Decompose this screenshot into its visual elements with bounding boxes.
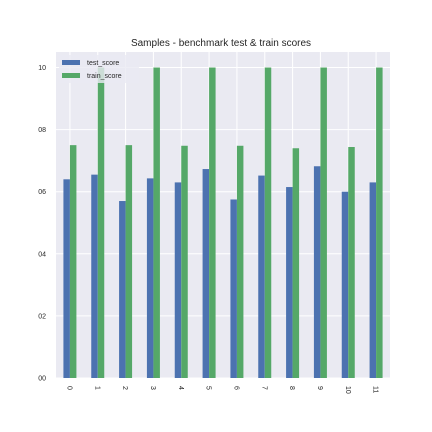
x-tick-label: 8 [288, 386, 295, 390]
y-tick-label: 08 [38, 127, 46, 134]
bar-test_score-5 [202, 169, 210, 378]
bar-train_score-7 [264, 67, 272, 379]
bar-train_score-1 [97, 67, 105, 379]
bar-test_score-4 [174, 182, 182, 378]
x-tick-label: 1 [93, 386, 100, 390]
legend-swatch-test_score [62, 60, 80, 65]
legend-frame [59, 55, 139, 83]
bar-test_score-6 [230, 199, 237, 378]
x-tick-label: 5 [205, 386, 212, 390]
x-tick-label: 6 [232, 386, 239, 390]
x-tick-label: 10 [344, 386, 351, 394]
y-tick-label: 02 [38, 313, 46, 320]
x-tick-label: 9 [316, 386, 323, 390]
x-tick-label: 0 [65, 386, 72, 390]
y-tick-label: 10 [38, 65, 46, 72]
bar-test_score-8 [286, 187, 293, 378]
x-tick-label: 3 [149, 386, 156, 390]
bar-test_score-11 [369, 182, 377, 378]
y-axis: 00 02 04 06 08 10 [38, 65, 46, 382]
bar-train_score-9 [320, 67, 327, 379]
bar-train_score-11 [376, 67, 383, 379]
bar-train_score-8 [292, 148, 300, 378]
bar-train_score-3 [153, 67, 160, 379]
bar-train_score-10 [348, 147, 355, 378]
bar-test_score-9 [313, 166, 321, 378]
bar-test_score-10 [341, 191, 349, 378]
bar-test_score-3 [146, 178, 154, 378]
x-tick-label: 2 [121, 386, 128, 390]
y-tick-label: 06 [38, 189, 46, 196]
legend-label-train_score: train_score [87, 73, 122, 80]
plot-background [56, 52, 390, 378]
y-tick-label: 00 [38, 376, 46, 383]
bar-train_score-4 [181, 145, 188, 378]
bar-test_score-1 [91, 174, 98, 378]
bar-test_score-0 [63, 179, 70, 378]
x-tick-label: 4 [177, 386, 184, 390]
chart-title: Samples - benchmark test & train scores [131, 38, 311, 49]
legend: test_score train_score [59, 55, 139, 83]
legend-swatch-train_score [62, 73, 80, 78]
bar-train_score-6 [236, 145, 244, 378]
bar-test_score-2 [119, 201, 126, 378]
bar-train_score-5 [209, 67, 216, 379]
x-tick-label: 7 [260, 386, 267, 390]
x-axis: 0 1 2 3 4 5 6 7 8 9 10 11 [65, 386, 378, 394]
legend-label-test_score: test_score [87, 60, 119, 67]
bar-train_score-2 [125, 145, 133, 378]
bar-test_score-7 [258, 175, 265, 378]
y-tick-label: 04 [38, 251, 46, 258]
bar-train_score-0 [69, 145, 77, 378]
x-tick-label: 11 [372, 386, 379, 393]
bars [63, 67, 383, 379]
